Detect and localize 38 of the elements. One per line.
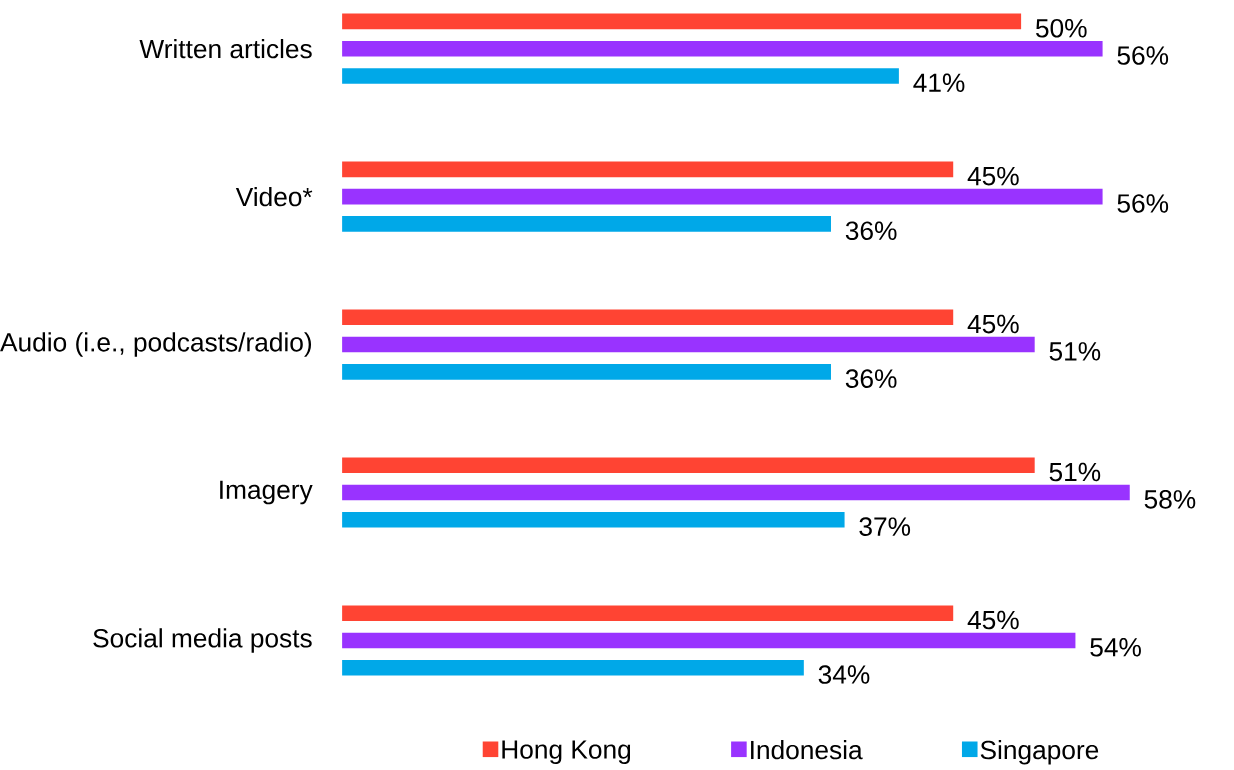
bar	[342, 13, 1022, 30]
data-label: 45%	[967, 610, 1019, 630]
data-label: 50%	[1035, 18, 1087, 38]
y-tick-label: Audio (i.e., podcasts/radio)	[0, 332, 312, 357]
bar	[342, 161, 954, 178]
data-label: 41%	[913, 73, 965, 92]
bar	[342, 457, 1035, 473]
data-label: 36%	[845, 221, 897, 240]
data-label: 54%	[1090, 637, 1141, 657]
data-label: 37%	[859, 517, 911, 536]
bar	[342, 659, 804, 676]
data-label: 58%	[1144, 489, 1196, 509]
data-label: 45%	[967, 314, 1019, 334]
data-label: 45%	[967, 166, 1019, 186]
data-label: 56%	[1117, 46, 1169, 65]
legend-label: Hong Kong	[502, 740, 631, 764]
y-tick-label: Social media posts	[93, 628, 312, 653]
bar	[342, 68, 899, 84]
data-label: 34%	[818, 665, 870, 684]
y-tick-label: Imagery	[220, 480, 313, 505]
bar	[342, 511, 845, 528]
bar	[342, 40, 1103, 57]
bar	[342, 363, 831, 380]
data-label: 56%	[1117, 194, 1169, 213]
bar	[342, 484, 1130, 501]
data-label: 51%	[1049, 342, 1101, 361]
y-tick-label: Video*	[235, 186, 313, 207]
bar	[342, 216, 831, 232]
y-tick-label: Written articles	[139, 38, 312, 59]
legend-label: Indonesia	[751, 739, 863, 760]
bar	[342, 336, 1035, 353]
bar	[342, 632, 1076, 649]
legend-label: Singapore	[980, 739, 1099, 765]
bar	[342, 309, 954, 326]
bar	[342, 605, 954, 621]
data-label: 36%	[845, 369, 897, 388]
data-label: 51%	[1049, 462, 1101, 482]
bar	[342, 188, 1103, 205]
